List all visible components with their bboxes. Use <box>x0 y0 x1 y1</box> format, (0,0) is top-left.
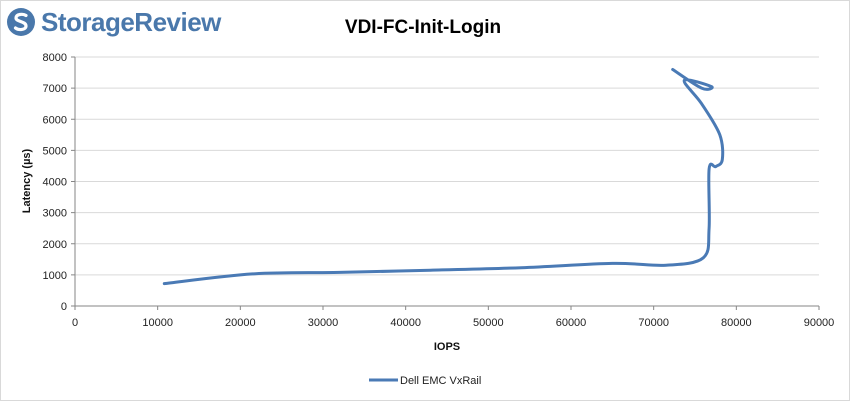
y-tick-label: 7000 <box>43 83 67 95</box>
x-tick-label: 20000 <box>225 317 256 329</box>
chart-title: VDI-FC-Init-Login <box>345 17 501 38</box>
brand-logo: StorageReview <box>6 6 221 38</box>
x-tick-labels: 0 10000 20000 30000 40000 50000 60000 70000 8000… <box>72 317 834 329</box>
y-tick-label: 5000 <box>43 145 67 157</box>
x-tick-label: 10000 <box>142 317 173 329</box>
x-axis-label: IOPS <box>434 341 460 353</box>
y-tick-label: 0 <box>61 301 67 313</box>
storagereview-logo-icon <box>7 8 35 36</box>
series-layer <box>162 68 725 286</box>
y-axis-label: Latency (µs) <box>21 148 33 213</box>
x-tick-label: 30000 <box>308 317 339 329</box>
legend: Dell EMC VxRail <box>369 375 481 387</box>
x-tick-label: 80000 <box>721 317 752 329</box>
y-tick-label: 2000 <box>43 239 67 251</box>
brand-name: StorageReview <box>41 6 221 37</box>
y-tick-label: 3000 <box>43 208 67 220</box>
x-tick-label: 90000 <box>804 317 835 329</box>
y-tick-label: 6000 <box>43 114 67 126</box>
x-tick-label: 0 <box>72 317 78 329</box>
y-tick-label: 4000 <box>43 177 67 189</box>
x-tick-label: 60000 <box>556 317 587 329</box>
x-tick-label: 70000 <box>638 317 669 329</box>
x-tick-label: 50000 <box>473 317 504 329</box>
x-tick-label: 40000 <box>390 317 421 329</box>
y-tick-label: 1000 <box>43 270 67 282</box>
axes <box>71 56 820 310</box>
series-line <box>162 68 725 286</box>
y-tick-labels: 0 1000 2000 3000 4000 5000 6000 7000 8000 <box>43 52 67 313</box>
gridlines <box>75 56 819 276</box>
legend-label: Dell EMC VxRail <box>400 375 481 387</box>
y-tick-label: 8000 <box>43 52 67 64</box>
